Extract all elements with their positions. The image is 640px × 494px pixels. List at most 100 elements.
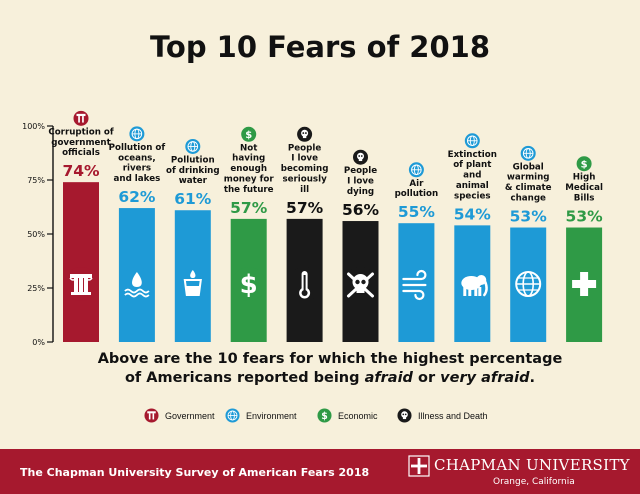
category-label: I love	[291, 154, 318, 164]
caption-prefix: of Americans reported being	[124, 370, 365, 386]
category-icon	[520, 145, 536, 161]
legend-label: Economic	[338, 410, 378, 421]
survey-title: The Chapman University Survey of America…	[20, 466, 370, 479]
category-label: People	[288, 143, 321, 153]
category-label: seriously	[282, 174, 327, 184]
y-tick-label: 75%	[27, 176, 45, 185]
caption: Above are the 10 fears for which the hig…	[60, 350, 600, 388]
legend-item-government: Government	[144, 408, 215, 423]
footer: The Chapman University Survey of America…	[0, 449, 640, 494]
y-tick-label: 100%	[22, 122, 45, 131]
category-label: government	[51, 138, 111, 148]
category-label: ill	[300, 185, 309, 195]
category-label: warming	[507, 173, 550, 183]
university-location: Orange, California	[493, 477, 575, 487]
skull-crossbones-icon	[343, 267, 378, 301]
category-icon	[297, 126, 313, 142]
value-label: 56%	[342, 201, 380, 219]
column-icon	[144, 408, 159, 423]
svg-text:$: $	[581, 159, 588, 170]
category-label: High	[573, 173, 596, 183]
category-label: Extinction	[448, 150, 497, 160]
category-label: becoming	[281, 164, 329, 174]
water-drop-icon	[119, 267, 154, 301]
category-label: Pollution	[171, 155, 215, 165]
category-icon: $	[576, 156, 592, 172]
category-label: enough	[230, 164, 267, 174]
category-icon	[408, 162, 424, 178]
chapman-logo-icon	[408, 455, 430, 477]
value-label: 61%	[174, 190, 212, 208]
category-icon	[73, 110, 89, 126]
page-title: Top 10 Fears of 2018	[149, 30, 491, 64]
caption-end: .	[529, 370, 536, 386]
category-label: rivers	[123, 164, 151, 174]
value-label: 57%	[230, 199, 268, 217]
value-label: 62%	[118, 188, 156, 206]
legend-item-economic: $ Economic	[317, 408, 378, 423]
svg-text:$: $	[245, 130, 252, 141]
category-label: and	[463, 171, 481, 181]
category-label: water	[179, 176, 208, 186]
legend-label: Environment	[246, 410, 297, 421]
caption-line-2: of Americans reported being afraid or ve…	[60, 369, 600, 388]
category-label: Corruption of	[48, 127, 114, 137]
water-glass-icon	[175, 267, 210, 301]
category-label: of drinking	[166, 166, 220, 176]
y-tick-label: 0%	[32, 338, 45, 345]
value-label: 57%	[286, 199, 324, 217]
wind-icon	[399, 267, 434, 301]
thermometer-icon	[287, 267, 322, 301]
legend-item-illness-death: Illness and Death	[397, 408, 488, 423]
svg-text:$: $	[321, 411, 328, 422]
legend-label: Illness and Death	[418, 410, 488, 421]
globe-icon	[511, 267, 546, 301]
university-name: CHAPMAN UNIVERSITY	[434, 456, 630, 474]
category-label: having	[232, 154, 265, 164]
y-tick-label: 25%	[27, 284, 45, 293]
category-icon	[185, 138, 201, 154]
elephant-icon	[455, 267, 490, 301]
value-label: 55%	[398, 203, 436, 221]
caption-very-afraid: very afraid	[440, 370, 530, 386]
category-label: Medical	[565, 183, 603, 193]
column-icon	[64, 267, 98, 301]
bar	[63, 182, 99, 342]
dollar-icon: $	[231, 267, 266, 301]
category-label: oceans,	[118, 153, 156, 163]
category-label: Not	[240, 143, 257, 153]
bar-chart: 0% 25% 50% 75% 100% 74% Corruption ofgovernmen…	[22, 110, 603, 345]
category-label: People	[344, 166, 377, 176]
value-label: 74%	[62, 162, 100, 180]
caption-or: or	[412, 370, 441, 386]
category-label: & climate	[505, 183, 552, 193]
category-label: I love	[347, 177, 374, 187]
category-label: Bills	[574, 194, 595, 204]
category-label: dying	[347, 187, 374, 197]
value-label: 54%	[454, 205, 492, 223]
caption-afraid: afraid	[364, 370, 413, 386]
category-label: money for	[224, 174, 275, 184]
category-icon	[129, 126, 145, 142]
svg-text:$: $	[240, 270, 258, 300]
y-tick-label: 50%	[27, 230, 45, 239]
dollar-icon: $	[317, 408, 332, 423]
category-icon	[464, 133, 480, 149]
skull-icon	[397, 408, 412, 423]
category-icon	[353, 149, 368, 165]
globe-icon	[225, 408, 240, 423]
category-icon: $	[241, 126, 257, 142]
legend-label: Government	[165, 410, 215, 421]
category-label: animal	[456, 181, 489, 191]
category-label: Pollution of	[109, 143, 166, 153]
category-label: of plant	[453, 160, 491, 170]
